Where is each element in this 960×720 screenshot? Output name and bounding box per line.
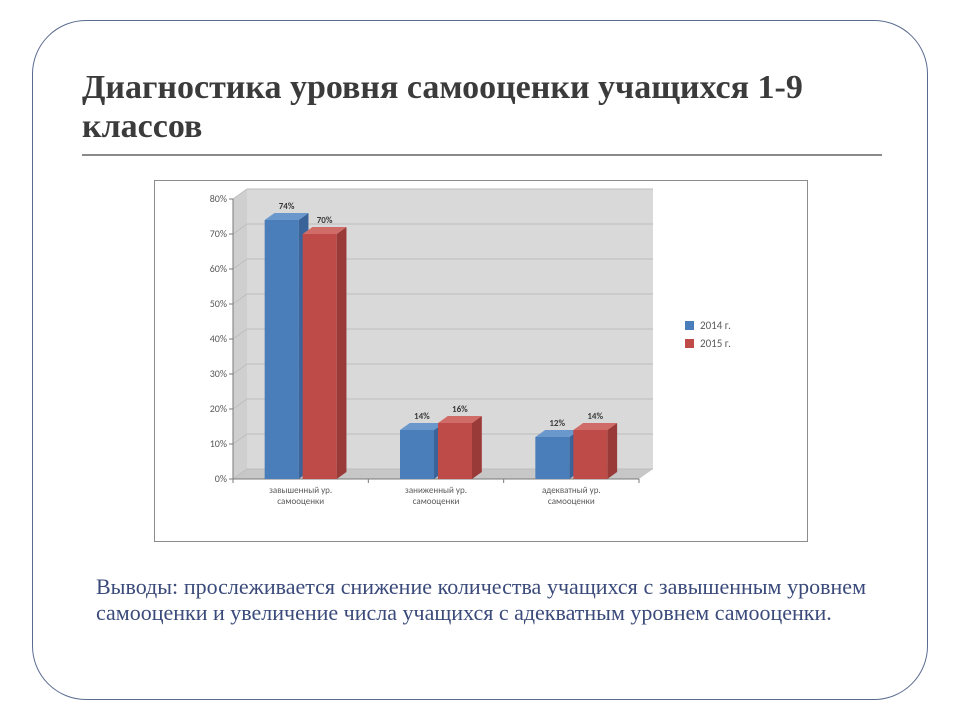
- svg-text:30%: 30%: [210, 367, 227, 380]
- chart-container: 0% 10% 20% 30% 40% 50% 60% 70% 80% 74% 70% завышенн…: [154, 180, 808, 542]
- svg-text:2015 г.: 2015 г.: [700, 337, 731, 350]
- svg-text:80%: 80%: [210, 192, 227, 205]
- conclusion-text: Выводы: прослеживается снижение количест…: [96, 574, 866, 627]
- svg-text:70%: 70%: [317, 215, 333, 226]
- slide-title: Диагностика уровня самооценки учащихся 1…: [82, 68, 882, 146]
- svg-text:0%: 0%: [215, 472, 227, 485]
- svg-text:самооценки: самооценки: [277, 496, 324, 507]
- svg-text:14%: 14%: [414, 411, 430, 422]
- svg-text:адекватный ур.: адекватный ур.: [542, 485, 601, 496]
- svg-text:12%: 12%: [549, 418, 565, 429]
- svg-text:самооценки: самооценки: [413, 496, 460, 507]
- svg-text:заниженный ур.: заниженный ур.: [405, 485, 467, 496]
- svg-text:завышенный ур.: завышенный ур.: [269, 485, 332, 496]
- svg-text:70%: 70%: [210, 227, 227, 240]
- svg-text:50%: 50%: [210, 297, 227, 310]
- svg-text:40%: 40%: [210, 332, 227, 345]
- bar-chart: 0% 10% 20% 30% 40% 50% 60% 70% 80% 74% 70% завышенн…: [155, 181, 807, 541]
- svg-text:16%: 16%: [452, 404, 468, 415]
- svg-text:74%: 74%: [279, 201, 295, 212]
- svg-text:10%: 10%: [210, 437, 227, 450]
- svg-text:14%: 14%: [587, 411, 603, 422]
- svg-text:60%: 60%: [210, 262, 227, 275]
- svg-text:2014 г.: 2014 г.: [700, 319, 731, 332]
- title-rule: [82, 154, 882, 156]
- svg-text:самооценки: самооценки: [548, 496, 595, 507]
- slide: Диагностика уровня самооценки учащихся 1…: [0, 0, 960, 720]
- svg-text:20%: 20%: [210, 402, 227, 415]
